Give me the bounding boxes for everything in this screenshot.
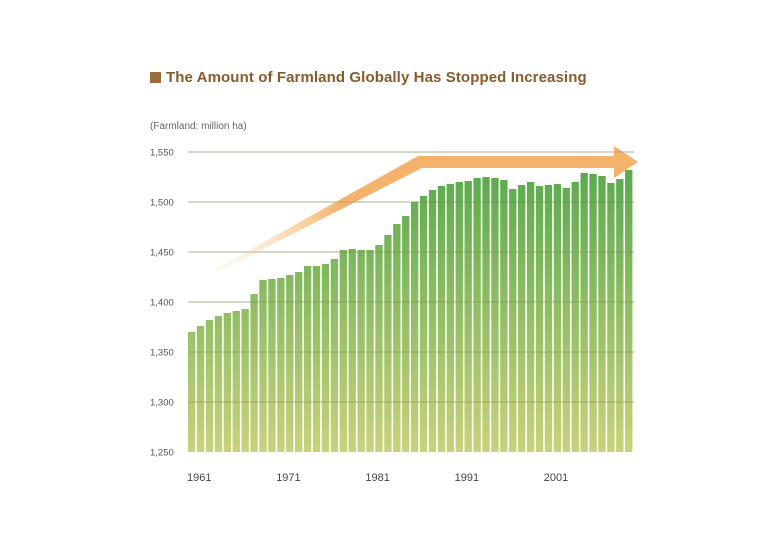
y-tick-label-1250: 1,250: [150, 448, 174, 459]
bar-1993: [473, 178, 481, 452]
bar-1961: [188, 332, 196, 452]
title-bullet-square: [150, 71, 161, 83]
bar-2009: [616, 179, 624, 452]
y-tick-labels: 1,250 1,300 1,350 1,400 1,450 1,500 1,550: [150, 148, 174, 459]
bar-1985: [402, 216, 410, 452]
bar-2008: [607, 183, 615, 452]
chart-title-row: The Amount of Farmland Globally Has Stop…: [150, 66, 587, 88]
y-axis-unit-label: (Farmland: million ha): [150, 121, 247, 132]
y-tick-label-1350: 1,350: [150, 348, 174, 359]
x-tick-label-2001: 2001: [544, 472, 568, 484]
bar-2004: [571, 182, 579, 452]
bar-2007: [598, 176, 606, 452]
trend-arrow-layer: [214, 146, 638, 272]
bar-1975: [312, 266, 321, 452]
bar-1997: [509, 189, 517, 452]
bar-1983: [384, 235, 392, 452]
bar-2003: [562, 188, 570, 452]
bar-2001: [544, 185, 553, 452]
x-tick-label-1961: 1961: [187, 472, 211, 484]
chart-title: The Amount of Farmland Globally Has Stop…: [166, 68, 587, 86]
bar-1971: [277, 278, 285, 452]
bar-1972: [286, 275, 294, 452]
bar-1984: [393, 224, 401, 452]
bar-1967: [241, 309, 249, 452]
bar-2002: [553, 184, 562, 452]
y-tick-label-1500: 1,500: [150, 198, 174, 209]
bar-2000: [535, 186, 544, 452]
bar-1978: [339, 250, 347, 452]
bar-2010: [625, 170, 633, 452]
bar-1973: [295, 272, 303, 452]
bar-1986: [411, 202, 419, 452]
bar-2005: [580, 173, 588, 452]
bar-1990: [446, 184, 454, 452]
bar-1974: [303, 266, 312, 452]
x-tick-label-1981: 1981: [365, 472, 389, 484]
x-tick-labels: 1961 1971 1981 1991 2001: [187, 472, 568, 484]
bar-2006: [589, 174, 597, 452]
bar-1981: [366, 250, 374, 452]
bar-1995: [491, 178, 499, 452]
bar-1976: [321, 264, 330, 452]
bar-1970: [268, 279, 276, 452]
bars-layer: [188, 151, 634, 452]
bar-1962: [196, 326, 205, 452]
y-tick-label-1400: 1,400: [150, 298, 174, 309]
bar-1979: [348, 249, 356, 452]
bar-1992: [464, 181, 472, 452]
bar-1980: [357, 250, 365, 452]
bar-1991: [455, 182, 463, 452]
bar-1964: [214, 316, 223, 452]
bar-1989: [437, 186, 446, 452]
bar-1994: [482, 177, 490, 452]
bar-1977: [330, 259, 339, 452]
y-tick-label-1450: 1,450: [150, 248, 174, 259]
trend-arrow: [214, 146, 638, 272]
bar-1968: [250, 294, 258, 452]
bar-1998: [518, 185, 526, 452]
bar-1996: [500, 180, 508, 452]
bar-1965: [223, 313, 231, 452]
y-tick-label-1300: 1,300: [150, 398, 174, 409]
x-tick-label-1971: 1971: [276, 472, 300, 484]
bar-1987: [419, 196, 428, 452]
bar-1963: [205, 320, 214, 452]
bar-1988: [428, 190, 437, 452]
bar-1966: [232, 311, 240, 452]
y-tick-label-1550: 1,550: [150, 148, 174, 159]
x-tick-label-1991: 1991: [455, 472, 479, 484]
bar-1969: [259, 280, 267, 452]
bar-1999: [526, 182, 535, 452]
bar-1982: [375, 245, 383, 452]
